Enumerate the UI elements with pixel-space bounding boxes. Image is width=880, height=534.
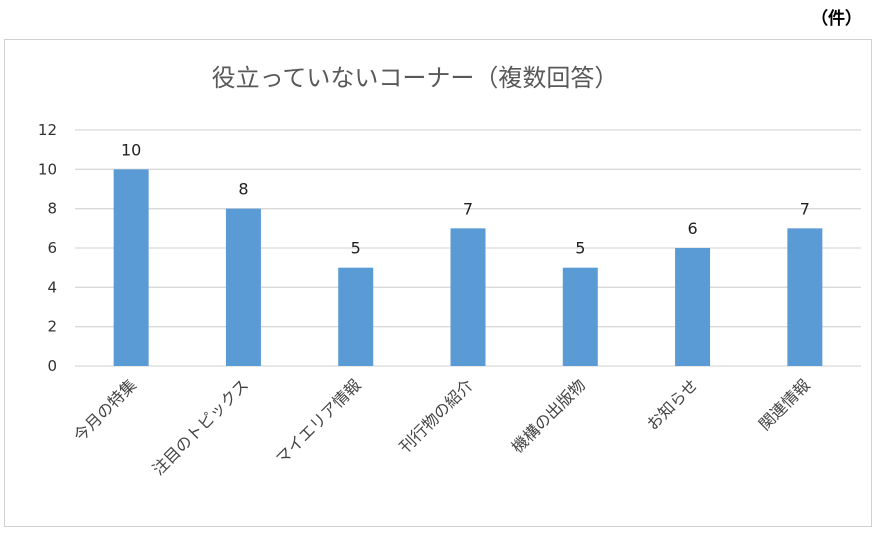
category-label: 関連情報 xyxy=(755,375,814,434)
y-tick-label: 6 xyxy=(47,239,57,257)
data-label: 7 xyxy=(800,199,810,218)
category-label: 刊行物の紹介 xyxy=(396,375,477,456)
y-axis-ticks: 0 2 4 6 8 10 12 xyxy=(38,121,57,375)
category-label: 今月の特集 xyxy=(70,375,140,445)
chart-title: 役立っていないコーナー（複数回答） xyxy=(212,64,619,92)
data-label: 7 xyxy=(463,199,473,218)
bar xyxy=(675,248,711,366)
unit-label: （件） xyxy=(811,9,862,29)
category-label: 注目のトピックス xyxy=(149,375,253,479)
category-label: お知らせ xyxy=(643,375,701,433)
data-label: 5 xyxy=(575,239,585,258)
bar xyxy=(225,208,261,366)
bar xyxy=(338,267,374,366)
bar xyxy=(113,169,149,366)
data-label: 6 xyxy=(687,219,697,238)
y-tick-label: 4 xyxy=(47,278,57,296)
category-label: 機構の出版物 xyxy=(508,375,589,456)
data-labels: 10 8 5 7 5 6 7 xyxy=(121,140,810,257)
data-label: 10 xyxy=(121,140,141,159)
y-tick-label: 8 xyxy=(47,200,57,218)
category-labels: 今月の特集 注目のトピックス マイエリア情報 刊行物の紹介 機構の出版物 お知らせ 関連情報 xyxy=(70,375,814,479)
data-label: 5 xyxy=(351,239,361,258)
category-label: マイエリア情報 xyxy=(272,375,365,468)
y-tick-label: 0 xyxy=(47,357,57,375)
y-tick-label: 10 xyxy=(38,160,57,178)
chart-area: 役立っていないコーナー（複数回答） 0 2 4 6 8 10 12 10 8 5 7 5 6 7 今月の… xyxy=(4,39,872,527)
data-label: 8 xyxy=(238,180,248,199)
y-tick-label: 12 xyxy=(38,121,57,139)
bar xyxy=(562,267,598,366)
bars xyxy=(113,169,823,366)
y-tick-label: 2 xyxy=(47,318,57,336)
bar-chart: 役立っていないコーナー（複数回答） 0 2 4 6 8 10 12 10 8 5 7 5 6 7 今月の… xyxy=(38,64,861,479)
bar xyxy=(787,228,823,366)
bar xyxy=(450,228,486,366)
